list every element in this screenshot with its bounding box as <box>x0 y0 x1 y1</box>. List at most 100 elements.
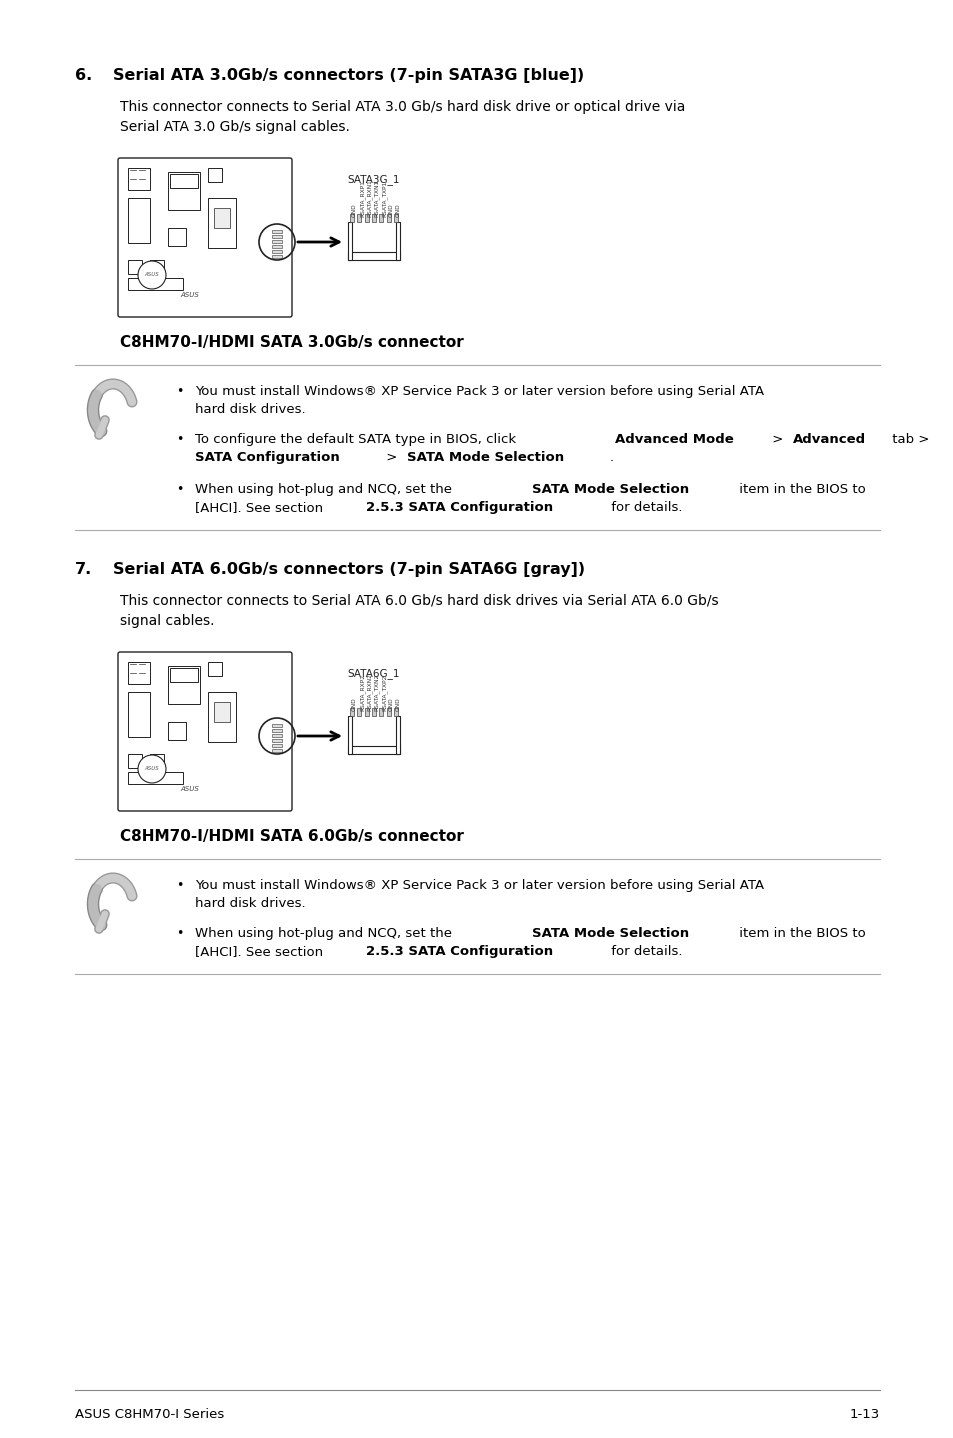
Bar <box>272 244 282 247</box>
FancyBboxPatch shape <box>118 158 292 316</box>
Text: •: • <box>176 879 184 892</box>
Text: Advanced Mode: Advanced Mode <box>614 433 733 446</box>
Bar <box>372 707 375 716</box>
Bar <box>350 214 354 221</box>
Bar <box>128 168 150 190</box>
Text: ASUS: ASUS <box>180 292 199 298</box>
Bar <box>272 729 282 732</box>
Text: RSATA_TXP1: RSATA_TXP1 <box>381 181 387 217</box>
Text: SATA3G_1: SATA3G_1 <box>348 174 400 186</box>
Bar <box>272 234 282 239</box>
Bar <box>395 716 399 754</box>
Bar <box>168 229 186 246</box>
Bar <box>272 739 282 742</box>
Text: item in the BIOS to: item in the BIOS to <box>734 483 864 496</box>
Text: ASUS C8HM70-I Series: ASUS C8HM70-I Series <box>75 1408 224 1421</box>
Text: •: • <box>176 483 184 496</box>
Text: GND: GND <box>395 203 400 217</box>
Text: [AHCI]. See section: [AHCI]. See section <box>194 945 327 958</box>
Text: for details.: for details. <box>607 500 682 513</box>
Bar <box>272 743 282 746</box>
Text: C8HM70-I/HDMI SATA 6.0Gb/s connector: C8HM70-I/HDMI SATA 6.0Gb/s connector <box>120 828 463 844</box>
Text: C8HM70-I/HDMI SATA 3.0Gb/s connector: C8HM70-I/HDMI SATA 3.0Gb/s connector <box>120 335 463 349</box>
Text: ASUS: ASUS <box>145 766 159 772</box>
Text: Advanced: Advanced <box>793 433 865 446</box>
Bar <box>150 754 164 768</box>
Text: You must install Windows® XP Service Pack 3 or later version before using Serial: You must install Windows® XP Service Pac… <box>194 879 763 910</box>
Text: >: > <box>381 452 401 464</box>
Bar <box>128 661 150 684</box>
Bar <box>386 707 391 716</box>
Bar <box>208 692 235 742</box>
Text: Serial ATA 3.0Gb/s connectors (7-pin SATA3G [blue]): Serial ATA 3.0Gb/s connectors (7-pin SAT… <box>112 68 583 83</box>
Bar <box>128 692 150 738</box>
Bar <box>357 707 361 716</box>
Bar <box>208 198 235 247</box>
Text: To configure the default SATA type in BIOS, click: To configure the default SATA type in BI… <box>194 433 519 446</box>
Bar <box>170 174 198 188</box>
Bar <box>128 278 183 290</box>
Bar <box>272 723 282 728</box>
Text: for details.: for details. <box>607 945 682 958</box>
Bar <box>213 209 230 229</box>
Circle shape <box>138 262 166 289</box>
Bar <box>272 749 282 752</box>
Text: .: . <box>609 452 614 464</box>
Text: When using hot-plug and NCQ, set the: When using hot-plug and NCQ, set the <box>194 483 456 496</box>
Text: 7.: 7. <box>75 562 92 577</box>
Text: SATA Mode Selection: SATA Mode Selection <box>407 452 563 464</box>
Bar <box>272 733 282 738</box>
Bar <box>364 707 368 716</box>
Bar <box>128 772 183 784</box>
Bar <box>168 173 200 210</box>
Text: RSATA_TXN1: RSATA_TXN1 <box>374 180 379 217</box>
Bar <box>395 221 399 260</box>
Bar <box>350 707 354 716</box>
Text: >: > <box>767 433 787 446</box>
Text: ASUS: ASUS <box>180 787 199 792</box>
Bar <box>364 214 368 221</box>
Text: This connector connects to Serial ATA 6.0 Gb/s hard disk drives via Serial ATA 6: This connector connects to Serial ATA 6.… <box>120 594 718 628</box>
Text: •: • <box>176 433 184 446</box>
Circle shape <box>138 755 166 784</box>
Text: SATA Mode Selection: SATA Mode Selection <box>532 483 688 496</box>
Bar <box>272 250 282 253</box>
Text: This connector connects to Serial ATA 3.0 Gb/s hard disk drive or optical drive : This connector connects to Serial ATA 3.… <box>120 101 684 134</box>
Bar <box>379 707 383 716</box>
Text: GND: GND <box>395 697 400 710</box>
Bar <box>379 214 383 221</box>
Text: SATA6G_1: SATA6G_1 <box>348 669 400 679</box>
Bar <box>272 255 282 257</box>
Text: 1-13: 1-13 <box>849 1408 879 1421</box>
Bar <box>150 260 164 275</box>
Text: 6.: 6. <box>75 68 92 83</box>
Text: SATA Mode Selection: SATA Mode Selection <box>532 928 688 940</box>
Text: [AHCI]. See section: [AHCI]. See section <box>194 500 327 513</box>
Text: tab >: tab > <box>887 433 928 446</box>
Bar <box>128 198 150 243</box>
Text: RSATA_TXP2: RSATA_TXP2 <box>381 674 387 710</box>
Text: GND: GND <box>388 203 394 217</box>
Bar <box>128 260 142 275</box>
Text: When using hot-plug and NCQ, set the: When using hot-plug and NCQ, set the <box>194 928 456 940</box>
Bar <box>372 214 375 221</box>
Text: RSATA_TXN2: RSATA_TXN2 <box>374 674 379 710</box>
Bar <box>208 661 222 676</box>
Text: SATA Configuration: SATA Configuration <box>194 452 339 464</box>
Text: •: • <box>176 928 184 940</box>
Text: RSATA_RXP2: RSATA_RXP2 <box>359 674 365 710</box>
Text: RSATA_RXP1: RSATA_RXP1 <box>359 180 365 217</box>
Text: ASUS: ASUS <box>145 272 159 278</box>
Text: Serial ATA 6.0Gb/s connectors (7-pin SATA6G [gray]): Serial ATA 6.0Gb/s connectors (7-pin SAT… <box>112 562 584 577</box>
Text: item in the BIOS to: item in the BIOS to <box>734 928 864 940</box>
Bar <box>272 240 282 243</box>
Bar <box>128 754 142 768</box>
Text: RSATA_RXN2: RSATA_RXN2 <box>366 673 372 710</box>
Text: 2.5.3 SATA Configuration: 2.5.3 SATA Configuration <box>365 500 553 513</box>
FancyBboxPatch shape <box>118 651 292 811</box>
Bar <box>170 669 198 682</box>
Text: RSATA_RXN1: RSATA_RXN1 <box>366 180 372 217</box>
Bar <box>208 168 222 183</box>
Bar <box>213 702 230 722</box>
Bar <box>348 716 352 754</box>
